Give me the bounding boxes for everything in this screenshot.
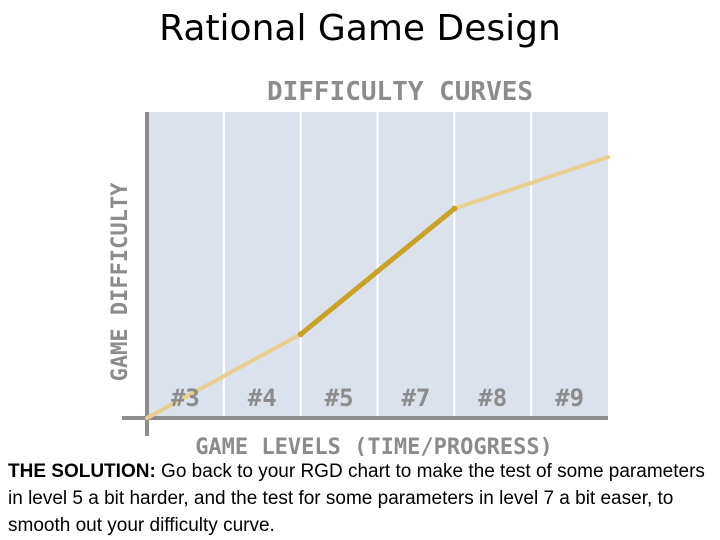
curve-point [297,331,304,338]
x-tick-label: #7 [401,384,430,412]
x-axis-label: GAME LEVELS (TIME/PROGRESS) [195,435,553,456]
caption-lead: THE SOLUTION: [8,461,156,482]
slide-title: Rational Game Design [159,8,561,49]
curve-point [451,205,458,212]
caption-body: Go back to your RGD chart to make the te… [8,461,705,536]
x-tick-label: #8 [478,384,507,412]
y-axis-label: GAME DIFFICULTY [108,182,133,381]
chart-title: DIFFICULTY CURVES [267,77,533,107]
difficulty-chart: DIFFICULTY CURVES #3 #4 #5 #7 #8 #9 GAME LEVE… [108,77,610,456]
x-tick-label: #3 [171,384,200,412]
solution-caption: THE SOLUTION: Go back to your RGD chart … [8,458,712,539]
x-tick-label: #9 [555,384,584,412]
x-tick-label: #4 [248,384,277,412]
x-tick-label: #5 [325,384,354,412]
difficulty-curve-highlight [298,206,457,337]
